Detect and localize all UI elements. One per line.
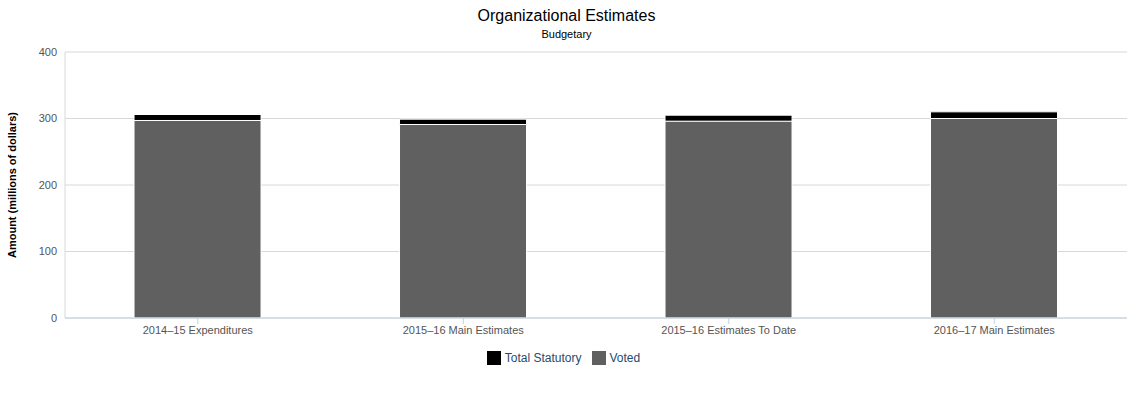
svg-text:100: 100 <box>39 245 57 257</box>
html-text:Total Statutory: Total Statutory <box>504 351 582 365</box>
svg-text:200: 200 <box>39 179 57 191</box>
svg-text:0: 0 <box>51 312 57 324</box>
svg-text:2015–16 Estimates To Date: 2015–16 Estimates To Date <box>661 324 796 336</box>
svg-text:400: 400 <box>39 46 57 58</box>
svg-text:Amount (millions of dollars): Amount (millions of dollars) <box>8 112 18 258</box>
html-text:Organizational Estimates: Organizational Estimates <box>477 7 656 24</box>
html-text:Budgetary: Budgetary <box>541 28 592 40</box>
svg-text:2016–17 Main Estimates: 2016–17 Main Estimates <box>934 324 1056 336</box>
svg-text:2014–15 Expenditures: 2014–15 Expenditures <box>143 324 254 336</box>
svg-text:2015–16 Main Estimates: 2015–16 Main Estimates <box>403 324 525 336</box>
svg-text:300: 300 <box>39 112 57 124</box>
html-text:Voted: Voted <box>609 351 641 365</box>
